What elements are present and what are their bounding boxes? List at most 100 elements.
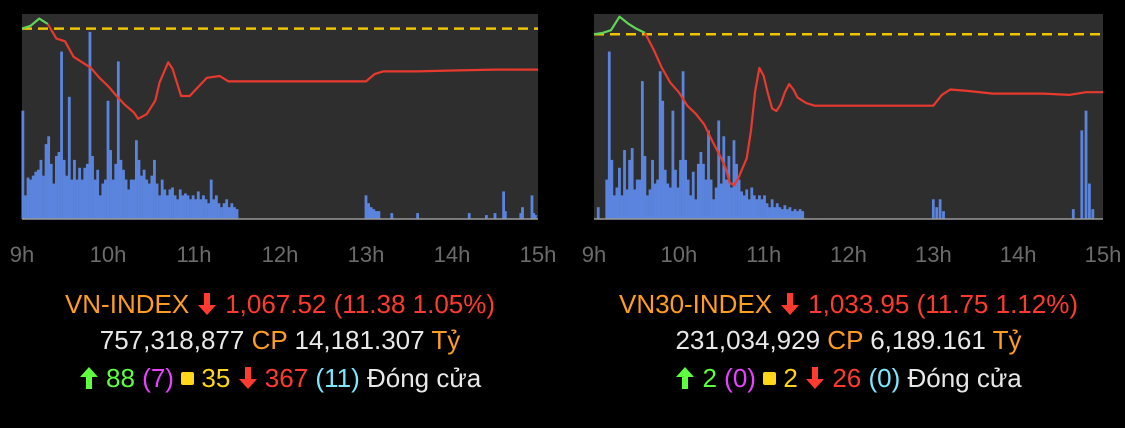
volume-bar — [755, 199, 759, 219]
volume-bar — [119, 159, 123, 219]
market-status: Đóng cửa — [907, 363, 1022, 393]
volume-line: 757,318,877 CP 14,181.307 Tỷ — [0, 320, 560, 360]
volume-bar — [610, 159, 614, 219]
advancers-count: 88 — [106, 363, 135, 393]
volume-bar — [618, 167, 621, 219]
volume-line: 231,034,929 CP 6,189.161 Tỷ — [572, 320, 1125, 360]
volume-bar — [178, 189, 182, 219]
x-tick-label: 15h — [520, 242, 557, 267]
volume-bar — [212, 199, 216, 219]
volume-bar — [707, 130, 710, 219]
volume-bar — [935, 207, 939, 219]
volume-bar — [661, 100, 665, 219]
decliners-count: 26 — [832, 363, 862, 393]
volume-bar — [780, 209, 784, 219]
turnover-value: 14,181.307 — [294, 325, 425, 355]
breadth-line: 88 (7) 35 367 (11) Đóng cửa — [0, 358, 560, 398]
volume-bar — [21, 110, 25, 219]
volume-bar — [101, 183, 105, 219]
volume-bar — [96, 169, 100, 219]
volume-value: 757,318,877 — [99, 325, 245, 355]
volume-bar — [93, 179, 97, 219]
volume-bar — [34, 171, 38, 219]
volume-bar — [503, 211, 507, 219]
volume-bar — [29, 179, 32, 219]
price-line-above-reference — [21, 17, 49, 30]
price-line-above-reference — [593, 15, 646, 36]
volume-bar — [145, 179, 149, 219]
volume-bar — [709, 179, 713, 219]
volume-bar — [658, 71, 662, 219]
x-tick-label: 10h — [90, 242, 127, 267]
volume-bar — [134, 140, 138, 219]
volume-bar — [730, 187, 733, 219]
volume-bar — [519, 213, 523, 219]
volume-bar — [671, 110, 675, 219]
volume-bar — [88, 31, 92, 219]
volume-bar — [106, 100, 110, 219]
plot-area — [594, 14, 1103, 219]
volume-bar — [374, 211, 378, 219]
volume-bar — [643, 155, 647, 219]
volume-bar — [377, 211, 381, 219]
volume-bar — [31, 175, 35, 219]
volume-bar — [225, 199, 229, 219]
vn-index-panel: 9h 10h 11h 12h 13h 14h 15h VN-INDEX 1,067.52 (1… — [0, 0, 560, 428]
volume-bar — [681, 71, 685, 219]
volume-bar — [49, 163, 53, 219]
volume-bar — [938, 199, 942, 219]
volume-bar — [191, 195, 195, 219]
unchanged-square-icon — [763, 371, 777, 385]
volume-bar — [699, 152, 703, 219]
volume-bar — [1088, 183, 1091, 219]
market-status: Đóng cửa — [366, 363, 482, 393]
volume-bar — [1091, 209, 1095, 219]
volume-bar — [747, 199, 751, 219]
volume-bar — [147, 183, 151, 219]
arrow-down-icon — [781, 293, 800, 316]
volume-bar — [796, 211, 799, 219]
volume-bar — [942, 211, 945, 219]
volume-bar — [372, 209, 376, 219]
volume-bar — [194, 199, 198, 219]
volume-bar — [204, 199, 208, 219]
x-tick-label: 11h — [176, 242, 211, 267]
ceiling-count: (0) — [724, 363, 756, 393]
volume-bar — [140, 175, 143, 219]
volume-bar — [173, 195, 177, 219]
volume-bar — [80, 179, 84, 219]
arrow-down-icon — [806, 367, 825, 390]
index-name: VN-INDEX — [64, 289, 190, 319]
decliners-count: 367 — [264, 363, 309, 393]
vn30-index-chart: 9h 10h 11h 12h 13h 14h 15h — [582, 14, 1121, 267]
volume-bar — [638, 179, 642, 219]
x-tick-label: 12h — [262, 242, 299, 267]
arrow-up-icon — [676, 367, 695, 390]
volume-bar — [717, 120, 721, 219]
volume-bar — [55, 155, 58, 219]
volume-bar — [184, 193, 187, 219]
volume-bar — [209, 179, 213, 219]
x-tick-label: 11h — [746, 242, 781, 267]
volume-bar — [168, 189, 172, 219]
volume-bar — [742, 195, 746, 219]
volume-bar — [801, 211, 805, 219]
volume-bar — [628, 159, 632, 219]
volume-bar — [775, 203, 779, 219]
volume-bar — [745, 189, 749, 219]
volume-bar — [42, 175, 45, 219]
volume-bar — [534, 215, 537, 219]
volume-bar — [740, 191, 744, 219]
volume-bar — [485, 215, 488, 219]
volume-bar — [625, 189, 629, 219]
volume-bar — [75, 179, 79, 219]
volume-bar — [390, 213, 394, 219]
turnover-value: 6,189.161 — [870, 325, 986, 355]
x-tick-label: 14h — [1000, 242, 1037, 267]
advancers-count: 2 — [702, 363, 717, 393]
volume-bar — [793, 209, 797, 219]
arrow-down-icon — [198, 293, 217, 316]
volume-bar — [165, 195, 169, 219]
index-value: 1,067.52 — [225, 289, 327, 319]
floor-count: (11) — [315, 363, 360, 393]
